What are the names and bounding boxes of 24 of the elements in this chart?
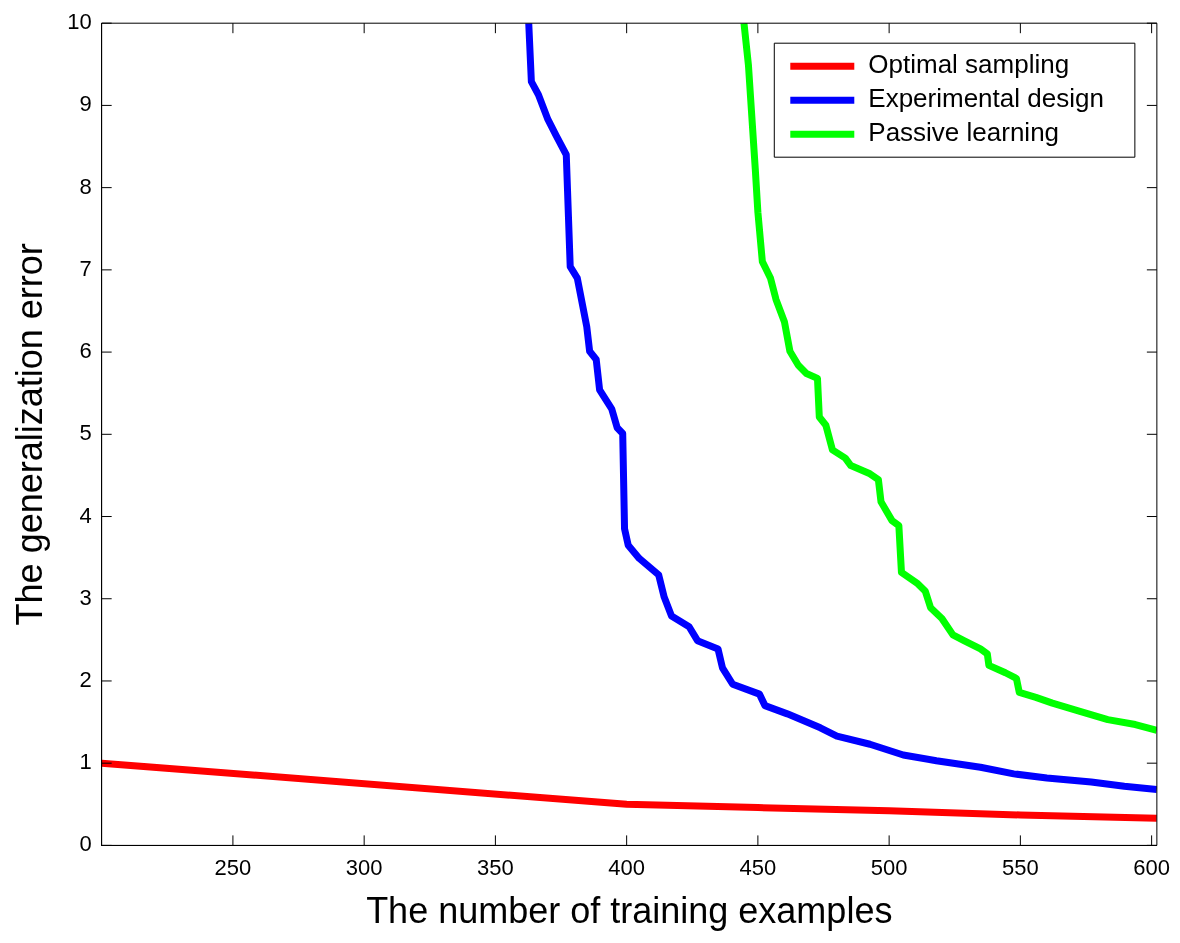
x-axis-title: The number of training examples [366, 890, 893, 932]
y-tick-label: 3 [79, 584, 92, 610]
y-tick-label: 8 [79, 173, 92, 199]
y-tick-label: 10 [67, 9, 92, 35]
legend-label: Optimal sampling [868, 49, 1070, 80]
y-tick-label: 7 [79, 255, 92, 281]
x-tick-label: 350 [477, 854, 514, 880]
y-tick-label: 1 [79, 749, 92, 775]
x-tick-label: 600 [1133, 854, 1170, 880]
y-tick-label: 2 [79, 667, 92, 693]
x-tick-label: 500 [870, 854, 908, 880]
y-axis-title: The generalization error [8, 243, 50, 626]
y-tick-label: 9 [79, 91, 92, 117]
y-tick-label: 0 [79, 831, 92, 857]
y-tick-label: 5 [79, 420, 92, 446]
y-tick-label: 6 [79, 338, 92, 364]
x-tick-label: 550 [1002, 854, 1039, 880]
x-tick-label: 450 [739, 854, 777, 880]
y-tick-label: 4 [79, 502, 92, 528]
x-tick-label: 400 [608, 854, 645, 880]
legend-label: Passive learning [868, 117, 1060, 148]
legend-label: Experimental design [868, 83, 1104, 114]
x-tick-label: 300 [345, 854, 383, 880]
x-tick-label: 250 [214, 854, 252, 880]
